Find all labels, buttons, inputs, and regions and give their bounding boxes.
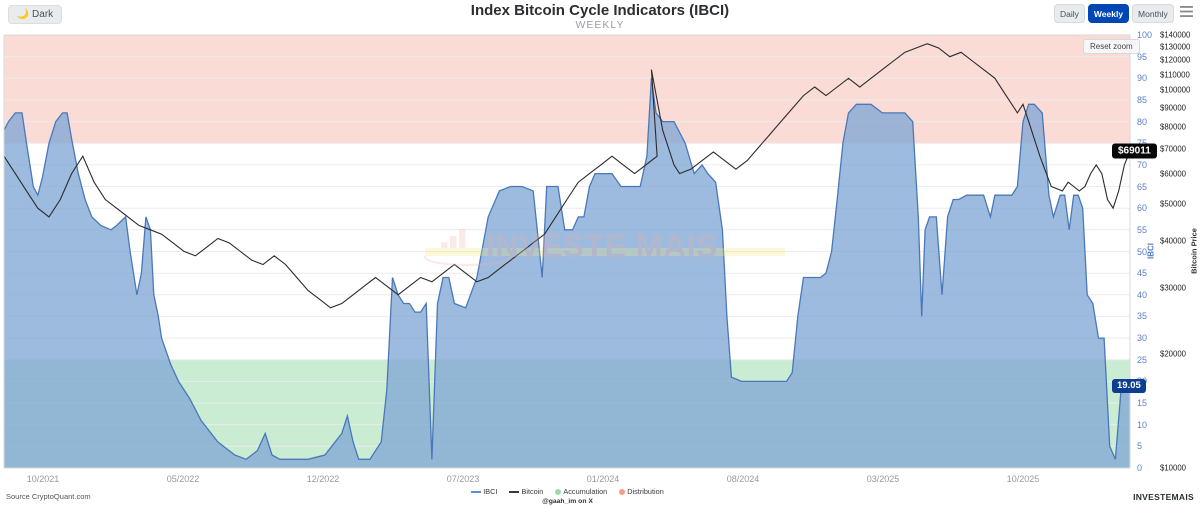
svg-text:INVESTE MAIS: INVESTE MAIS bbox=[486, 228, 718, 264]
